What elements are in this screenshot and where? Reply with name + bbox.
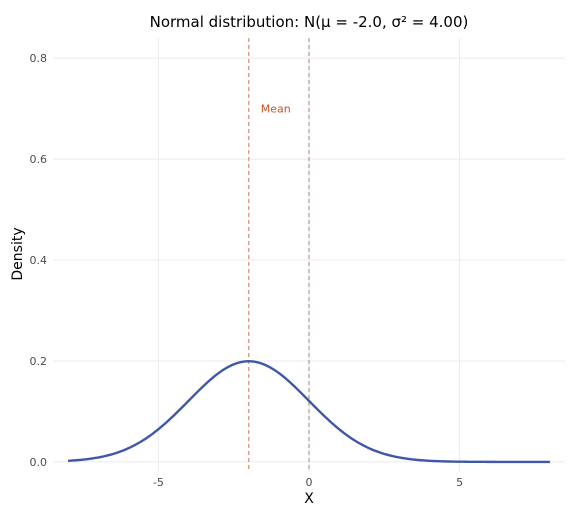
- y-tick-label: 0.4: [30, 254, 48, 267]
- y-axis-ticks: 0.0 0.2 0.4 0.6 0.8: [30, 52, 48, 469]
- x-axis-ticks: -5 0 5: [153, 476, 463, 489]
- y-tick-label: 0.8: [30, 52, 48, 65]
- y-tick-label: 0.2: [30, 355, 48, 368]
- annotations: Mean: [261, 103, 291, 116]
- reference-lines: [248, 38, 310, 472]
- y-tick-label: 0.0: [30, 456, 48, 469]
- mean-annotation: Mean: [261, 103, 291, 116]
- x-axis-title: X: [304, 491, 314, 507]
- density-curve: [67, 360, 550, 464]
- series-layer: [67, 360, 550, 464]
- y-axis-title: Density: [10, 227, 26, 280]
- chart-title: Normal distribution: N(μ = -2.0, σ² = 4.…: [150, 13, 469, 31]
- x-tick-label: -5: [153, 476, 164, 489]
- x-tick-label: 0: [306, 476, 313, 489]
- x-tick-label: 5: [456, 476, 463, 489]
- y-tick-label: 0.6: [30, 153, 48, 166]
